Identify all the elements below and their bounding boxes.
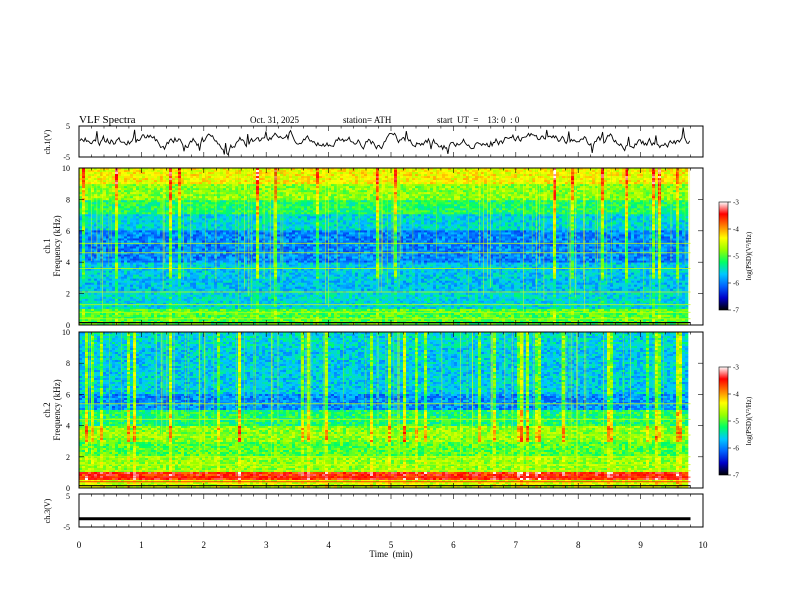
ch2-colorbar: -3 -4 -5 -6 -7 log(PSD)(V²/Hz) bbox=[718, 364, 753, 480]
ch2-spectrogram-ytick: 8 bbox=[66, 359, 70, 368]
ch3-waveform-ytick-top: 5 bbox=[66, 492, 70, 501]
time-axis-tick: 4 bbox=[326, 540, 331, 550]
ch3-waveform-panel: 5 -5 ch.3(V) bbox=[43, 492, 704, 532]
ch1-colorbar-tick: -6 bbox=[733, 280, 739, 288]
time-axis-tick: 7 bbox=[514, 540, 519, 550]
time-axis-tick: 3 bbox=[264, 540, 269, 550]
ch1-colorbar-tick: -7 bbox=[733, 307, 739, 315]
time-axis-tick: 1 bbox=[139, 540, 144, 550]
ch1-waveform-ytick-top: 5 bbox=[66, 122, 70, 131]
ch2-spectrogram-channel-label: ch.2 bbox=[42, 402, 52, 417]
ch1-colorbar-label: log(PSD)(V²/Hz) bbox=[745, 231, 753, 280]
ch1-spectrogram-ylabel: Frequency (kHz) bbox=[52, 215, 62, 276]
ch1-spectrogram-heatmap bbox=[79, 168, 703, 325]
ch1-colorbar-tick: -4 bbox=[733, 226, 739, 234]
ch1-spectrogram-ytick: 10 bbox=[62, 164, 70, 173]
ch1-spectrogram-ytick: 6 bbox=[66, 227, 70, 236]
ch2-spectrogram-ytick: 0 bbox=[66, 484, 70, 493]
ch1-spectrogram-channel-label: ch.1 bbox=[42, 238, 52, 253]
ch2-spectrogram-panel: 0 2 4 6 8 10 ch.2 Frequency (kHz) bbox=[42, 328, 704, 493]
ch1-waveform-ytick-bottom: -5 bbox=[63, 153, 70, 162]
ch1-spectrogram-ytick: 8 bbox=[66, 195, 70, 204]
time-axis-tick: 6 bbox=[451, 540, 456, 550]
ch1-spectrogram-ytick: 0 bbox=[66, 321, 70, 330]
ch2-colorbar-tick: -4 bbox=[733, 391, 739, 399]
time-axis-label: Time (min) bbox=[369, 549, 412, 559]
ch2-colorbar-tick: -3 bbox=[733, 364, 739, 372]
date-label: Oct. 31, 2025 bbox=[250, 115, 299, 125]
ch2-spectrogram-ytick: 4 bbox=[66, 422, 70, 431]
time-axis-tick: 10 bbox=[699, 540, 709, 550]
ch2-colorbar-label: log(PSD)(V²/Hz) bbox=[745, 396, 753, 445]
ch1-colorbar-scale bbox=[718, 201, 729, 311]
time-axis: 0 1 2 3 4 5 6 7 8 9 10 bbox=[77, 540, 708, 550]
ch2-colorbar-tick: -6 bbox=[733, 445, 739, 453]
ch2-spectrogram-ylabel: Frequency (kHz) bbox=[52, 379, 62, 440]
time-axis-tick: 8 bbox=[576, 540, 581, 550]
ch1-colorbar: -3 -4 -5 -6 -7 log(PSD)(V²/Hz) bbox=[718, 199, 753, 315]
time-axis-tick: 9 bbox=[638, 540, 643, 550]
ch1-spectrogram-ytick: 4 bbox=[66, 258, 70, 267]
figure-title: VLF Spectra bbox=[79, 114, 136, 126]
ch2-colorbar-scale bbox=[718, 366, 729, 476]
ch1-waveform-ylabel: ch.1(V) bbox=[43, 129, 52, 154]
ch1-spectrogram-ytick: 2 bbox=[66, 290, 70, 299]
ch2-colorbar-tick: -7 bbox=[733, 472, 739, 480]
ch3-waveform-ylabel: ch.3(V) bbox=[43, 498, 52, 523]
ch2-spectrogram-ytick: 10 bbox=[62, 328, 70, 337]
ch3-waveform-frame bbox=[78, 493, 704, 528]
ch2-spectrogram-ytick: 6 bbox=[66, 390, 70, 399]
station-label: station= ATH bbox=[343, 115, 392, 125]
time-axis-tick: 0 bbox=[77, 540, 82, 550]
start-ut-label: start UT = 13: 0 : 0 bbox=[437, 115, 520, 125]
time-axis-tick: 2 bbox=[202, 540, 207, 550]
ch1-colorbar-tick: -3 bbox=[733, 199, 739, 207]
ch1-waveform-panel: 5 -5 ch.1(V) bbox=[43, 122, 704, 162]
ch3-waveform-ytick-bottom: -5 bbox=[63, 523, 70, 532]
ch2-spectrogram-heatmap bbox=[79, 332, 703, 488]
ch2-colorbar-tick: -5 bbox=[733, 418, 739, 426]
ch2-spectrogram-ytick: 2 bbox=[66, 453, 70, 462]
ch1-waveform-trace bbox=[79, 127, 691, 156]
time-axis-tick: 5 bbox=[389, 540, 394, 550]
ch1-spectrogram-panel: 0 2 4 6 8 10 ch.1 Frequency (kHz) bbox=[42, 164, 704, 330]
ch1-colorbar-tick: -5 bbox=[733, 253, 739, 261]
ch1-waveform-frame bbox=[78, 125, 704, 158]
